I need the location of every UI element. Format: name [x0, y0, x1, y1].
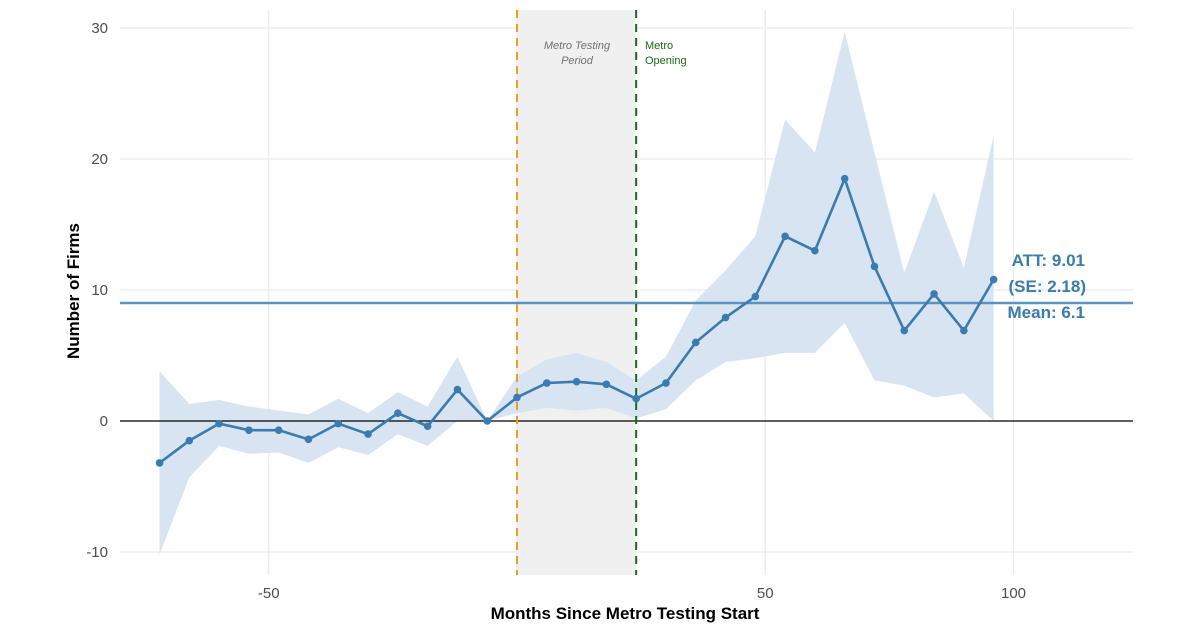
x-tick-label: 50	[757, 585, 774, 602]
data-point	[394, 409, 402, 417]
confidence-band	[159, 31, 994, 555]
data-point	[602, 380, 611, 389]
data-point	[960, 326, 968, 335]
data-point	[811, 246, 819, 255]
data-point	[572, 377, 581, 386]
data-point	[900, 326, 909, 335]
y-tick-label: 30	[91, 20, 108, 37]
x-tick-label: -50	[258, 585, 280, 602]
data-point	[691, 338, 700, 347]
data-point	[662, 379, 670, 387]
data-point	[334, 419, 343, 428]
data-point	[274, 426, 283, 434]
y-tick-label: 20	[91, 151, 108, 168]
data-point	[781, 232, 789, 241]
data-point	[632, 394, 640, 403]
y-tick-label: 0	[100, 413, 108, 430]
data-point	[215, 419, 223, 428]
se-label: (SE: 2.18)	[1009, 277, 1086, 296]
data-point	[304, 435, 313, 444]
series-points	[155, 174, 998, 467]
data-point	[840, 174, 849, 183]
data-point	[542, 379, 551, 387]
testing-period-shade	[517, 10, 637, 575]
data-point	[155, 459, 164, 467]
data-point	[930, 290, 938, 298]
opening-label-1: Metro	[645, 40, 673, 52]
data-point	[751, 292, 760, 301]
y-axis-title: Number of Firms	[64, 223, 83, 359]
y-ticks: -10 0 10 20 30	[86, 20, 108, 561]
x-ticks: -50 50 100	[258, 585, 1026, 602]
period-label-2: Period	[561, 55, 594, 67]
opening-label-2: Opening	[645, 55, 687, 67]
data-point	[185, 436, 194, 445]
data-point	[245, 426, 253, 434]
y-tick-label: 10	[91, 282, 108, 299]
data-point	[483, 417, 492, 425]
data-point	[364, 430, 372, 438]
x-tick-label: 100	[1001, 585, 1026, 602]
data-point	[423, 422, 432, 431]
data-point	[513, 393, 521, 402]
y-tick-label: -10	[86, 544, 108, 561]
data-point	[989, 275, 998, 284]
data-point	[721, 313, 730, 322]
data-point	[453, 385, 462, 394]
mean-label: Mean: 6.1	[1008, 303, 1085, 322]
att-label: ATT: 9.01	[1012, 251, 1085, 270]
x-axis-title: Months Since Metro Testing Start	[491, 604, 760, 623]
data-point	[870, 262, 879, 271]
period-label-1: Metro Testing	[544, 40, 611, 52]
